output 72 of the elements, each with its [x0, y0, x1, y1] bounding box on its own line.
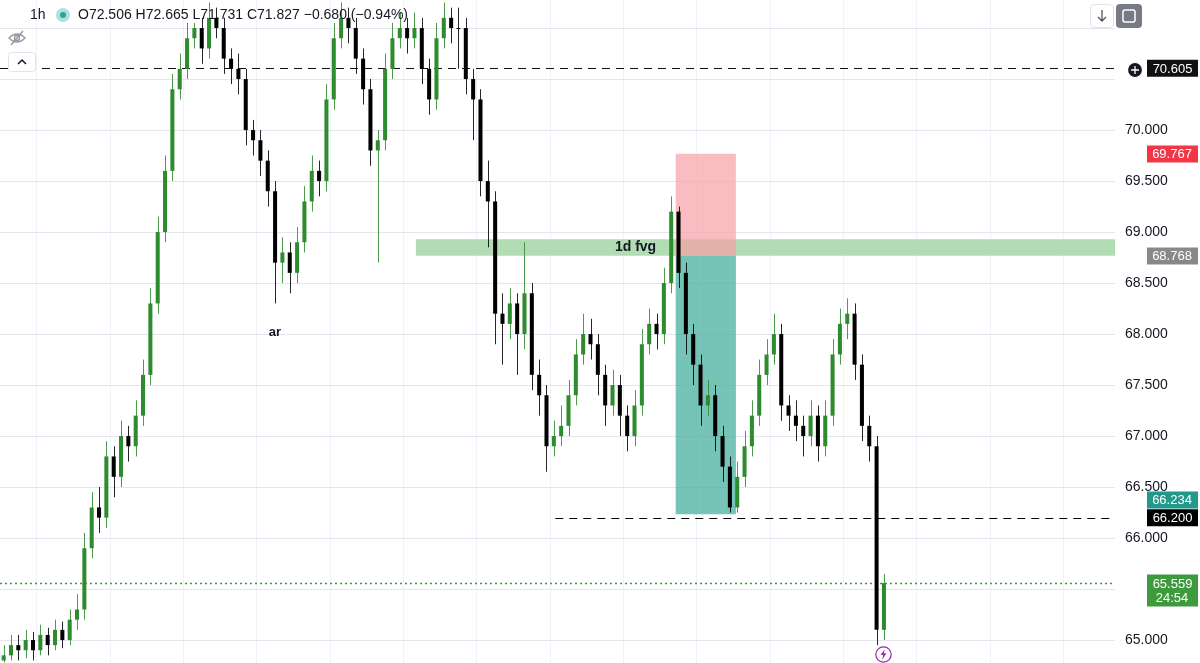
candlestick	[625, 404, 630, 452]
candlestick	[441, 2, 446, 49]
candlestick	[412, 12, 417, 49]
y-tick-label: 66.000	[1125, 528, 1169, 545]
candlestick	[287, 241, 292, 294]
candlestick	[75, 593, 80, 631]
candlestick	[67, 608, 72, 646]
text: 66.234	[1152, 491, 1192, 507]
candlestick	[111, 445, 116, 498]
candlestick	[500, 292, 505, 366]
candlestick	[808, 399, 813, 447]
candlestick	[537, 359, 542, 417]
y-tick-label: 65.000	[1125, 630, 1169, 647]
candlestick	[177, 53, 182, 100]
candlestick	[867, 415, 872, 463]
candlestick	[771, 313, 776, 366]
y-tick-label: 69.500	[1125, 171, 1169, 188]
ref-line-label: 65.559	[1152, 575, 1193, 591]
candlestick	[485, 160, 490, 248]
candlestick	[456, 7, 461, 70]
ref-line-label: 66.200	[1152, 510, 1193, 526]
candlestick	[229, 47, 234, 85]
candlestick	[23, 629, 28, 659]
chart-title: 1h	[30, 6, 46, 22]
candlestick	[647, 308, 652, 355]
candlestick	[38, 624, 43, 656]
candlestick	[471, 68, 476, 141]
candlestick	[610, 369, 615, 417]
candlestick	[375, 129, 380, 264]
candlestick	[236, 53, 241, 95]
y-tick-label: 70.000	[1125, 120, 1169, 137]
y-tick-label: 67.000	[1125, 426, 1169, 443]
y-tick-label: 68.500	[1125, 273, 1169, 290]
y-tick-label: 66.500	[1125, 477, 1169, 494]
candlestick	[705, 379, 710, 417]
annotation: ar	[268, 323, 282, 339]
candlestick	[280, 236, 285, 284]
candlestick	[45, 627, 50, 656]
candlestick	[60, 621, 65, 649]
candlestick	[786, 394, 791, 432]
candlestick	[258, 129, 263, 177]
candlestick	[793, 399, 798, 442]
candlestick	[845, 297, 850, 340]
candlestick	[764, 338, 769, 386]
y-tick-label: 68.000	[1125, 324, 1169, 341]
candlestick	[581, 313, 586, 366]
candlestick	[192, 22, 197, 49]
candlestick	[801, 415, 806, 457]
candlestick	[97, 486, 102, 534]
candlestick	[507, 287, 512, 340]
candlestick	[199, 17, 204, 65]
candlestick	[8, 634, 14, 661]
text: 24:54	[1155, 589, 1189, 605]
band-label: 1d fvg	[614, 238, 657, 255]
y-tick-label: 69.000	[1125, 222, 1169, 239]
candlestick	[126, 425, 131, 463]
candlestick	[588, 318, 593, 361]
text: 69.767	[1152, 145, 1192, 161]
y-tick-label: 67.500	[1125, 375, 1169, 392]
candlestick	[30, 631, 36, 661]
candlestick	[559, 404, 564, 447]
candlestick	[53, 619, 58, 651]
candlestick	[405, 17, 410, 55]
text: 68.768	[1152, 247, 1192, 263]
candlestick	[654, 313, 659, 350]
candlestick	[551, 420, 556, 457]
candlestick	[16, 634, 21, 661]
ref-line-label: 70.605	[1152, 60, 1193, 76]
candlestick	[449, 7, 454, 44]
candlestick	[317, 160, 322, 197]
candlestick	[251, 119, 256, 157]
candlestick	[346, 7, 351, 44]
